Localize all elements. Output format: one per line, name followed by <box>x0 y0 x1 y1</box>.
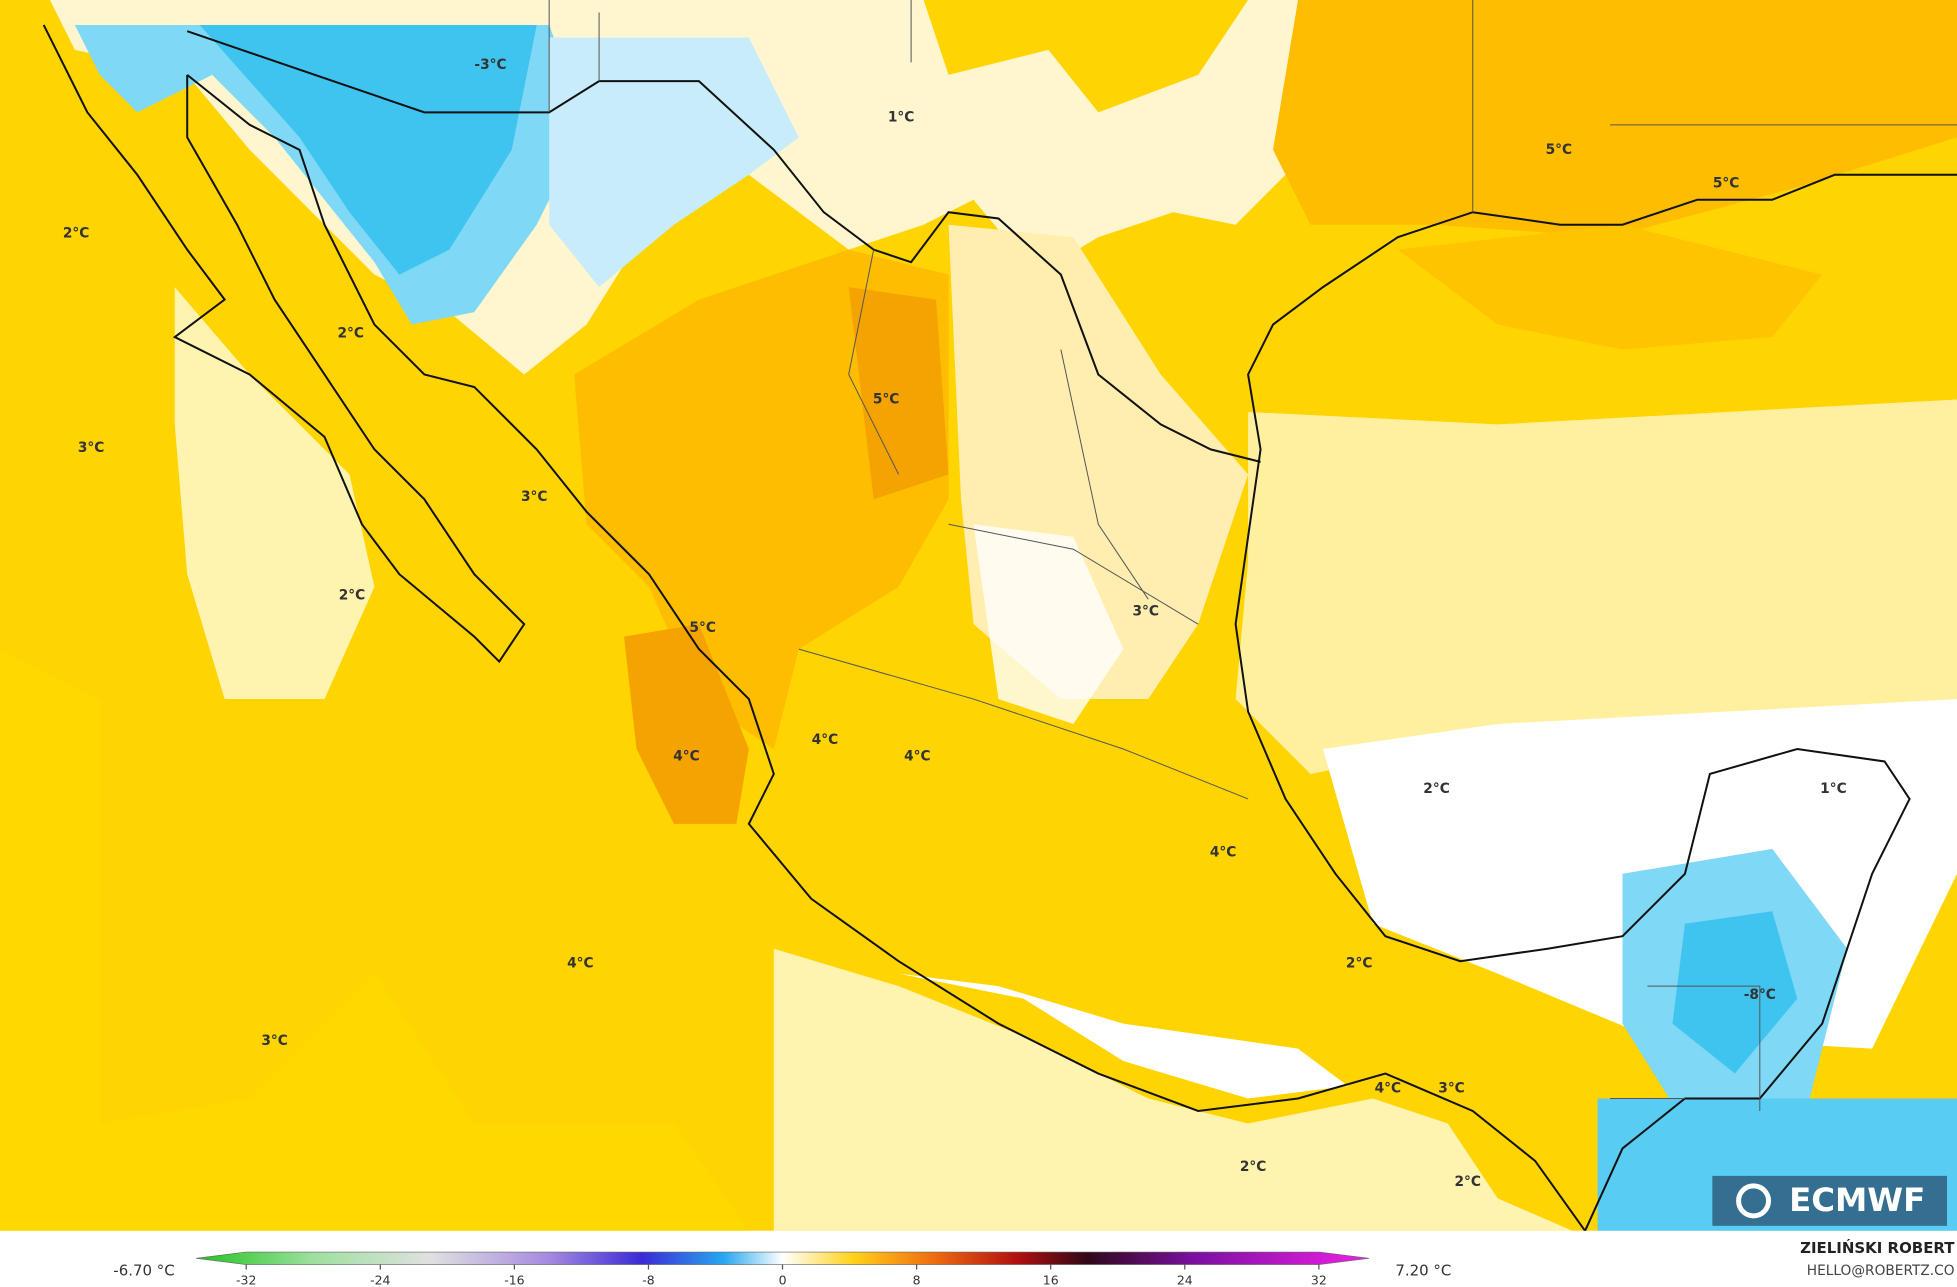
contour-label: 2°C <box>1423 781 1449 797</box>
contour-label: -3°C <box>474 57 506 73</box>
contour-label: 2°C <box>339 587 365 603</box>
contour-label: -8°C <box>1744 987 1776 1003</box>
contour-label: 4°C <box>812 732 838 748</box>
colorbar-tick-label: -32 <box>236 1272 256 1287</box>
contour-label: 5°C <box>1713 175 1739 191</box>
author: ZIELIŃSKI ROBERT <box>1800 1238 1955 1257</box>
contour-label: 2°C <box>337 325 363 341</box>
contact: HELLO@ROBERTZ.CO <box>1807 1263 1955 1279</box>
contour-label: 2°C <box>63 225 89 241</box>
contour-label: 4°C <box>673 748 699 764</box>
colorbar-tick-label: -16 <box>504 1272 524 1287</box>
contour-label: 5°C <box>1546 142 1572 158</box>
min-label: -6.70 °C <box>113 1261 174 1279</box>
contour-label: 5°C <box>689 620 715 636</box>
contour-label: 3°C <box>78 440 104 456</box>
contour-label: 3°C <box>261 1033 287 1049</box>
contour-labels: -3°C 1°C 5°C 5°C 2°C 2°C 3°C 5°C 3°C 2°C 5°C 3°C 4°C… <box>63 57 1847 1190</box>
max-label: 7.20 °C <box>1395 1261 1451 1279</box>
contour-label: 5°C <box>873 391 899 407</box>
contour-label: 2°C <box>1346 956 1372 972</box>
colorbar-tick-label: -24 <box>370 1272 390 1287</box>
contour-label: 2°C <box>1455 1174 1481 1190</box>
contour-label: 3°C <box>521 489 547 505</box>
colorbar-tick-label: -8 <box>642 1272 654 1287</box>
colorbar-tick-label: 24 <box>1177 1272 1193 1287</box>
colorbar-ramp <box>195 1251 1370 1265</box>
colorbar-tick-label: 0 <box>779 1272 787 1287</box>
contour-label: 4°C <box>1210 845 1236 861</box>
contour-label: 4°C <box>567 956 593 972</box>
contour-label: 2°C <box>1240 1159 1266 1175</box>
contour-label: 1°C <box>1820 781 1846 797</box>
colorbar: -32 -24 -16 -8 0 8 16 24 32 <box>195 1251 1370 1287</box>
contour-label: 4°C <box>1375 1081 1401 1097</box>
colorbar-tick-label: 8 <box>913 1272 921 1287</box>
contour-label: 3°C <box>1438 1081 1464 1097</box>
contour-label: 3°C <box>1133 604 1159 620</box>
map <box>0 0 1957 1231</box>
coastlines <box>42 24 1957 1232</box>
colorbar-tick-label: 32 <box>1311 1272 1327 1287</box>
borders <box>548 0 1957 1111</box>
logo-icon <box>1736 1183 1772 1219</box>
contour-label: 4°C <box>904 748 930 764</box>
logo-text: ECMWF <box>1789 1181 1925 1219</box>
contour-label: 1°C <box>888 109 914 125</box>
colorbar-tick-label: 16 <box>1043 1272 1059 1287</box>
